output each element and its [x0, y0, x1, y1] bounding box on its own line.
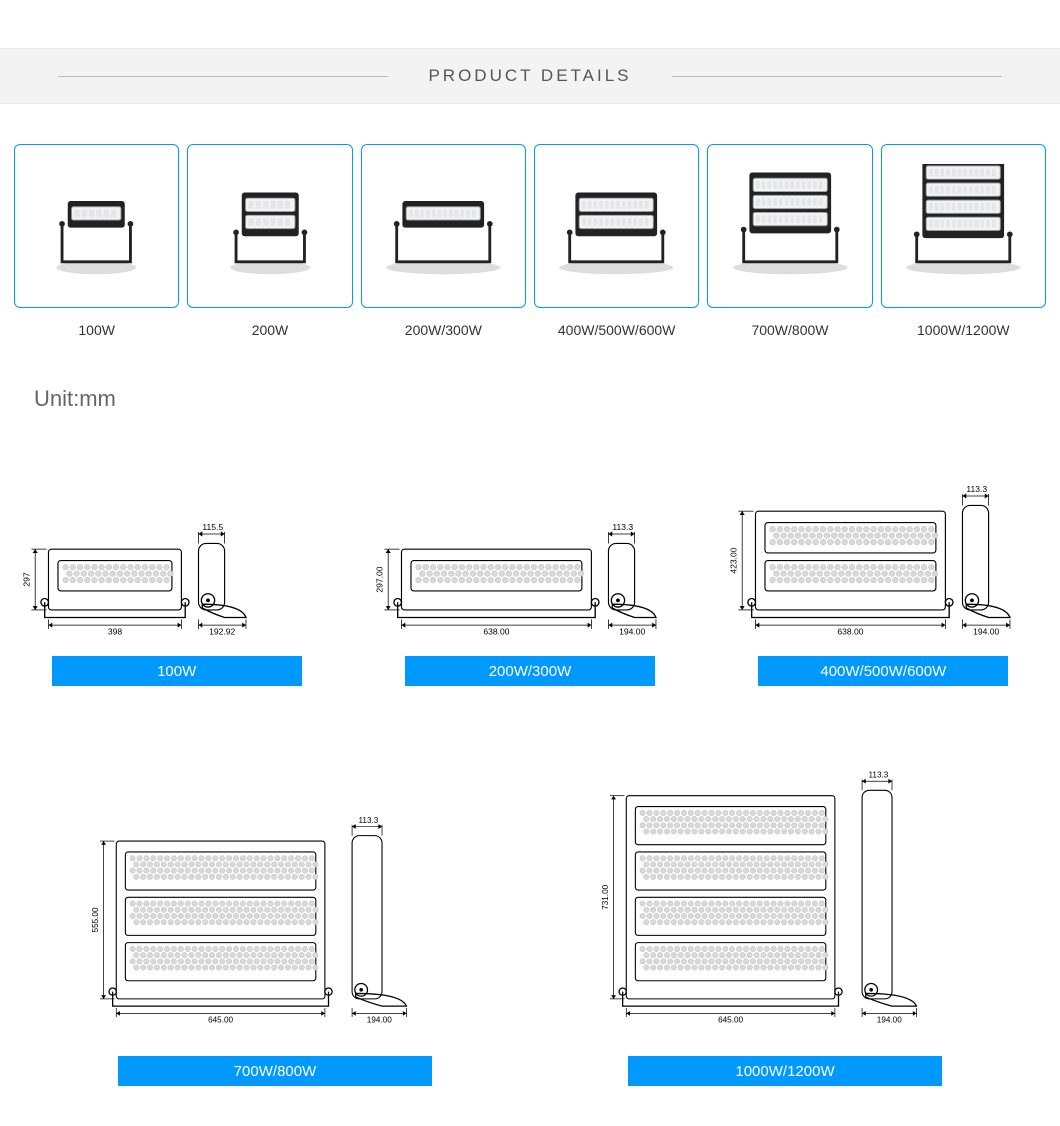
svg-text:398: 398 [108, 626, 122, 636]
thumb-200w: 200W [187, 144, 352, 338]
svg-text:731.00: 731.00 [601, 884, 610, 909]
technical-drawing: 398 297 115.5 192.92 [20, 418, 333, 638]
svg-text:194.00: 194.00 [619, 626, 645, 636]
svg-text:297.00: 297.00 [375, 566, 385, 592]
thumb-label: 400W/500W/600W [558, 322, 676, 338]
dim-label-bar: 100W [52, 656, 302, 686]
dim-item-100w: 398 297 115.5 192.92 100W [20, 418, 333, 686]
svg-text:113.3: 113.3 [869, 771, 889, 780]
thumb-image[interactable] [14, 144, 179, 308]
dim-item-1000w-1200w: 645.00 731.00 113.3 194.00 1000W/1200W [590, 726, 980, 1086]
thumb-image[interactable] [361, 144, 526, 308]
product-thumbnails: 100W 200W 200W/300W 400W/500W [0, 104, 1060, 338]
thumb-label: 200W [252, 322, 289, 338]
svg-text:192.92: 192.92 [209, 626, 235, 636]
thumb-200w-300w: 200W/300W [361, 144, 526, 338]
svg-text:194.00: 194.00 [367, 1015, 392, 1024]
unit-label: Unit:mm [34, 386, 1040, 412]
thumb-label: 700W/800W [751, 322, 828, 338]
svg-text:113.3: 113.3 [966, 484, 987, 494]
thumb-image[interactable] [534, 144, 699, 308]
technical-drawing: 638.00 423.00 113.3 194.00 [727, 418, 1040, 638]
thumb-label: 1000W/1200W [917, 322, 1010, 338]
thumb-400w-500w-600w: 400W/500W/600W [534, 144, 699, 338]
dimensions-section: Unit:mm 398 297 115.5 192.92 100W [0, 338, 1060, 1126]
svg-text:645.00: 645.00 [208, 1015, 233, 1024]
thumb-700w-800w: 700W/800W [707, 144, 872, 338]
thumb-image[interactable] [881, 144, 1046, 308]
dim-label-bar: 200W/300W [405, 656, 655, 686]
svg-text:555.00: 555.00 [91, 907, 100, 932]
thumb-1000w-1200w: 1000W/1200W [881, 144, 1046, 338]
thumb-label: 100W [78, 322, 115, 338]
svg-text:194.00: 194.00 [877, 1015, 902, 1024]
svg-text:638.00: 638.00 [837, 626, 863, 636]
technical-drawing: 645.00 731.00 113.3 194.00 [590, 726, 980, 1026]
svg-text:194.00: 194.00 [973, 626, 999, 636]
svg-text:115.5: 115.5 [202, 522, 223, 532]
dim-item-200w-300w: 638.00 297.00 113.3 194.00 200W/300W [373, 418, 686, 686]
svg-text:297: 297 [21, 572, 31, 586]
thumb-100w: 100W [14, 144, 179, 338]
dimensions-row-2: 645.00 555.00 113.3 194.00 700W/800W 645… [20, 726, 1040, 1086]
dimensions-row-1: 398 297 115.5 192.92 100W 638.00 [20, 418, 1040, 686]
header-rule-right [672, 76, 1002, 77]
svg-text:423.00: 423.00 [728, 547, 738, 573]
technical-drawing: 645.00 555.00 113.3 194.00 [80, 726, 470, 1026]
svg-text:638.00: 638.00 [484, 626, 510, 636]
thumb-label: 200W/300W [405, 322, 482, 338]
header-rule-left [58, 76, 388, 77]
dim-label-bar: 400W/500W/600W [758, 656, 1008, 686]
section-header: PRODUCT DETAILS [0, 48, 1060, 104]
dim-label-bar: 1000W/1200W [628, 1056, 942, 1086]
thumb-image[interactable] [707, 144, 872, 308]
svg-text:113.3: 113.3 [613, 522, 634, 532]
dim-item-400w-500w-600w: 638.00 423.00 113.3 194.00 400W/500W/600… [727, 418, 1040, 686]
dim-item-700w-800w: 645.00 555.00 113.3 194.00 700W/800W [80, 726, 470, 1086]
section-title: PRODUCT DETAILS [388, 66, 671, 86]
svg-text:645.00: 645.00 [718, 1015, 743, 1024]
thumb-image[interactable] [187, 144, 352, 308]
dim-label-bar: 700W/800W [118, 1056, 432, 1086]
svg-text:113.3: 113.3 [359, 816, 379, 825]
technical-drawing: 638.00 297.00 113.3 194.00 [373, 418, 686, 638]
